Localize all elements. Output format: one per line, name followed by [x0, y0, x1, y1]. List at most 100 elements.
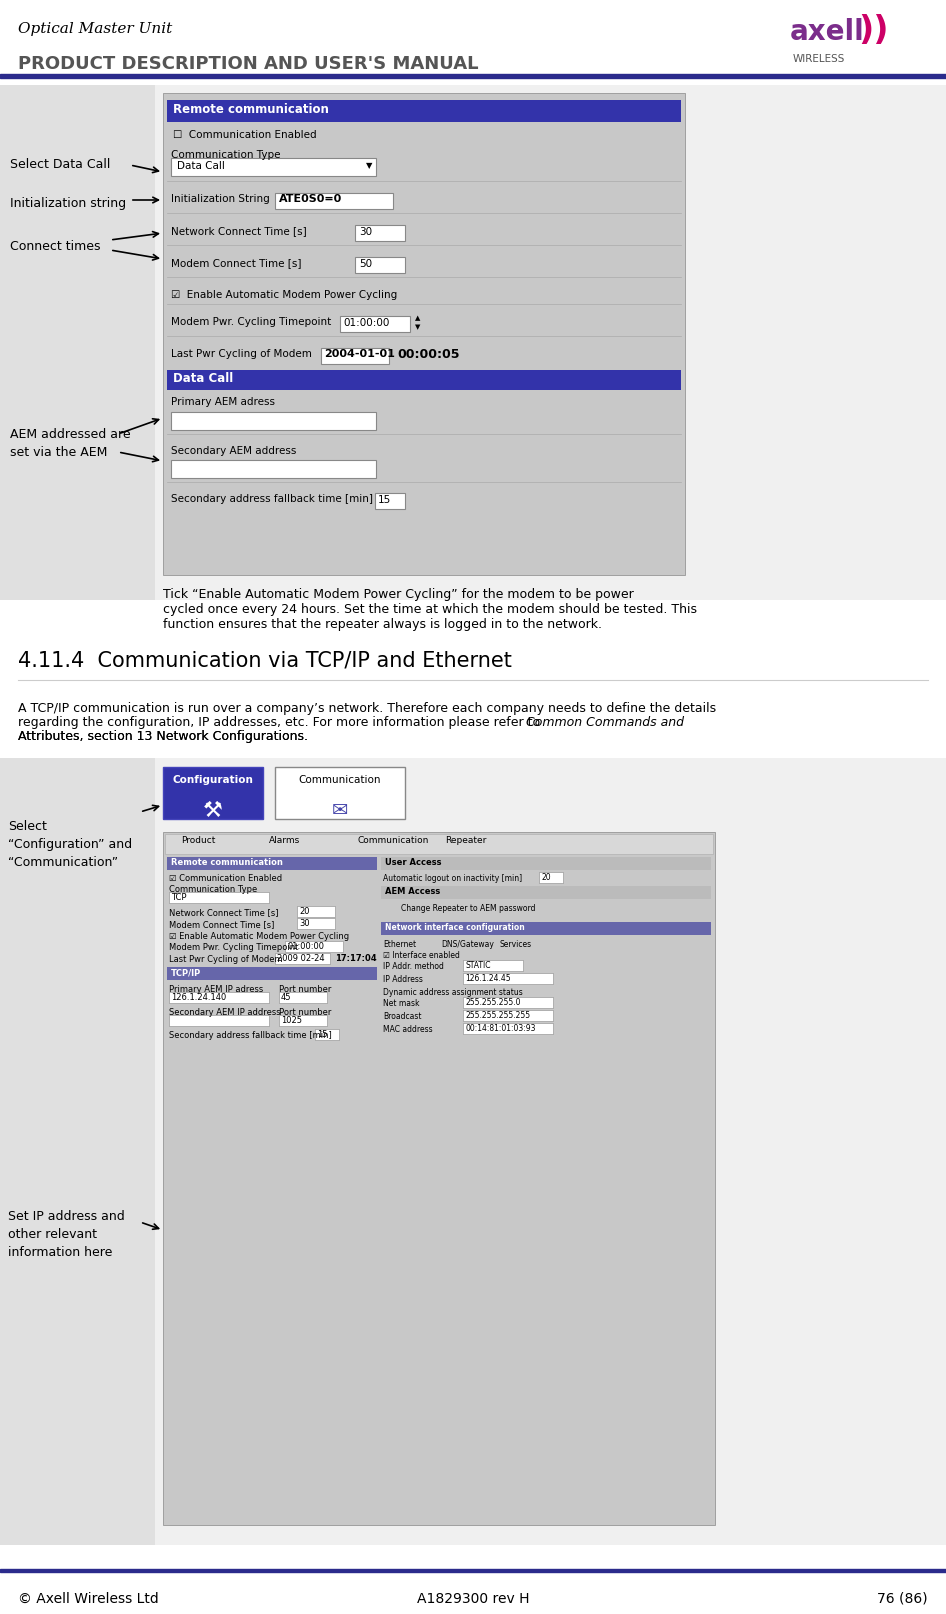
Bar	[163, 831, 715, 1525]
Text: Network interface configuration: Network interface configuration	[385, 923, 525, 931]
Bar	[0, 759, 946, 1545]
Text: Product: Product	[181, 836, 216, 846]
Text: Remote communication: Remote communication	[171, 859, 283, 867]
Text: 30: 30	[299, 918, 309, 928]
Text: DNS/Gateway: DNS/Gateway	[441, 939, 494, 949]
Text: Select Data Call: Select Data Call	[10, 158, 111, 171]
Bar	[315, 1030, 339, 1039]
Bar	[375, 492, 405, 508]
Text: Repeater: Repeater	[445, 836, 486, 846]
Text: 01:00:00: 01:00:00	[343, 318, 390, 328]
Bar	[355, 224, 405, 240]
Text: ☑ Communication Enabled: ☑ Communication Enabled	[169, 875, 282, 883]
Text: Modem Connect Time [s]: Modem Connect Time [s]	[169, 920, 274, 930]
Text: 4.11.4  Communication via TCP/IP and Ethernet: 4.11.4 Communication via TCP/IP and Ethe…	[18, 650, 512, 670]
Text: Network Connect Time [s]: Network Connect Time [s]	[169, 909, 278, 917]
Text: Communication: Communication	[357, 836, 429, 846]
Text: Services: Services	[499, 939, 531, 949]
Bar	[171, 412, 376, 429]
Text: Modem Pwr. Cycling Timepoint: Modem Pwr. Cycling Timepoint	[169, 943, 298, 952]
Text: 00:00:05: 00:00:05	[397, 349, 460, 362]
Bar	[0, 86, 155, 600]
Text: Network Connect Time [s]: Network Connect Time [s]	[171, 226, 307, 236]
Text: Ethernet: Ethernet	[383, 939, 416, 949]
Text: 15: 15	[317, 1030, 327, 1039]
Text: Port number: Port number	[279, 985, 331, 994]
Text: Optical Master Unit: Optical Master Unit	[18, 23, 172, 36]
Text: 50: 50	[359, 258, 372, 270]
Text: STATIC: STATIC	[465, 960, 490, 970]
Text: Communication Type: Communication Type	[169, 884, 257, 894]
Text: Secondary AEM address: Secondary AEM address	[171, 445, 296, 457]
Bar	[279, 1015, 327, 1027]
Text: )): ))	[858, 15, 888, 47]
Text: ☑ Interface enabled: ☑ Interface enabled	[383, 951, 460, 960]
Bar	[165, 834, 713, 854]
Text: 126.1.24.140: 126.1.24.140	[171, 993, 226, 1002]
Text: Data Call: Data Call	[177, 161, 225, 171]
Text: 20: 20	[299, 907, 309, 917]
Text: MAC address: MAC address	[383, 1025, 432, 1035]
Text: 17:17:04: 17:17:04	[335, 954, 377, 964]
Text: TCP: TCP	[171, 893, 186, 902]
Text: ☐  Communication Enabled: ☐ Communication Enabled	[173, 131, 317, 140]
Text: 45: 45	[281, 993, 291, 1002]
Text: Communication Type: Communication Type	[171, 150, 281, 160]
Text: Last Pwr Cycling of Modem: Last Pwr Cycling of Modem	[169, 955, 283, 964]
Bar	[0, 86, 946, 600]
Text: 126.1.24.45: 126.1.24.45	[465, 973, 511, 983]
Text: Remote communication: Remote communication	[173, 103, 329, 116]
Text: 255.255.255.0: 255.255.255.0	[465, 997, 520, 1007]
Text: ▼: ▼	[366, 161, 373, 169]
Text: Data Call: Data Call	[173, 371, 234, 386]
Text: 255.255.255.255: 255.255.255.255	[465, 1010, 530, 1020]
Text: Net mask: Net mask	[383, 999, 419, 1009]
Bar	[463, 973, 553, 985]
Text: ☑  Enable Automatic Modem Power Cycling: ☑ Enable Automatic Modem Power Cycling	[171, 291, 397, 300]
Bar	[171, 460, 376, 478]
Bar	[355, 257, 405, 273]
Bar	[0, 74, 946, 77]
Text: AEM addressed are
set via the AEM: AEM addressed are set via the AEM	[10, 428, 131, 458]
Bar	[169, 1015, 269, 1027]
Text: User Access: User Access	[385, 859, 442, 867]
Text: Last Pwr Cycling of Modem: Last Pwr Cycling of Modem	[171, 349, 312, 358]
Bar	[321, 349, 389, 365]
Text: PRODUCT DESCRIPTION AND USER'S MANUAL: PRODUCT DESCRIPTION AND USER'S MANUAL	[18, 55, 479, 73]
Text: Initialization string: Initialization string	[10, 197, 126, 210]
Text: WIRELESS: WIRELESS	[793, 53, 846, 65]
Bar	[169, 993, 269, 1002]
Text: Common Commands and: Common Commands and	[526, 717, 684, 730]
Text: 2009 02-24: 2009 02-24	[277, 954, 324, 964]
Text: Attributes, section 13 Network Configurations.: Attributes, section 13 Network Configura…	[18, 730, 308, 742]
Bar	[167, 370, 681, 391]
Text: Change Repeater to AEM password: Change Repeater to AEM password	[401, 904, 535, 914]
Text: 2004-01-01: 2004-01-01	[324, 349, 394, 358]
Text: A TCP/IP communication is run over a company’s network. Therefore each company n: A TCP/IP communication is run over a com…	[18, 702, 716, 715]
Bar	[463, 997, 553, 1009]
Text: © Axell Wireless Ltd: © Axell Wireless Ltd	[18, 1591, 159, 1606]
Bar	[171, 158, 376, 176]
Bar	[167, 967, 377, 980]
Text: Alarms: Alarms	[269, 836, 300, 846]
Text: Dynamic address assignment status: Dynamic address assignment status	[383, 988, 523, 997]
Text: IP Addr. method: IP Addr. method	[383, 962, 444, 972]
Bar	[463, 960, 523, 972]
Text: 30: 30	[359, 228, 372, 237]
Text: Communication: Communication	[299, 775, 381, 784]
Text: regarding the configuration, IP addresses, etc. For more information please refe: regarding the configuration, IP addresse…	[18, 717, 544, 730]
Bar	[275, 194, 393, 208]
Text: 00:14:81:01:03:93: 00:14:81:01:03:93	[465, 1023, 535, 1033]
Bar	[297, 918, 335, 930]
Text: ✉: ✉	[332, 801, 348, 820]
Text: Attributes, section 13 Network Configurations.: Attributes, section 13 Network Configura…	[18, 730, 308, 742]
Text: IP Address: IP Address	[383, 975, 423, 985]
Bar	[381, 857, 711, 870]
Text: TCP/IP: TCP/IP	[171, 968, 201, 976]
Bar	[381, 886, 711, 899]
Text: ATE0S0=0: ATE0S0=0	[279, 194, 342, 203]
Bar	[340, 316, 410, 332]
Text: Configuration: Configuration	[172, 775, 254, 784]
Text: Modem Pwr. Cycling Timepoint: Modem Pwr. Cycling Timepoint	[171, 316, 331, 328]
Text: Port number: Port number	[279, 1009, 331, 1017]
